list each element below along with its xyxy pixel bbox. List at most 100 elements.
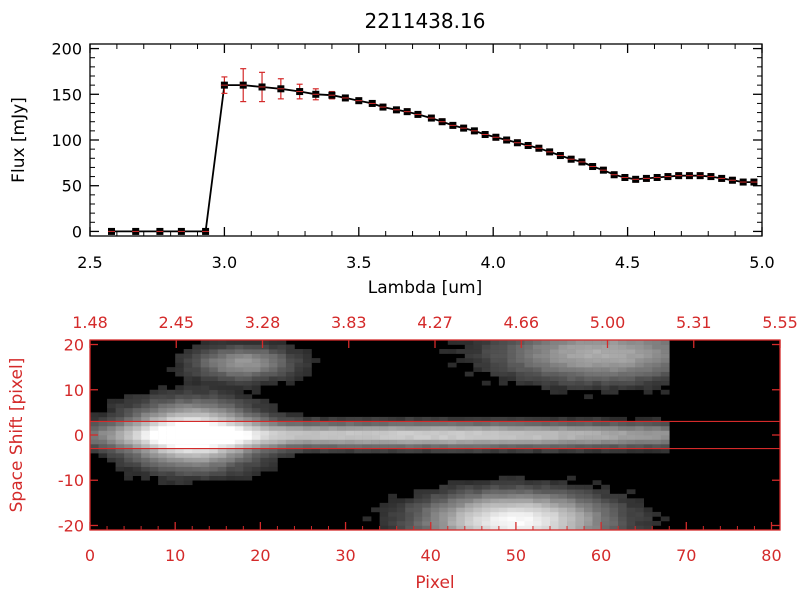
image-pixel (396, 444, 406, 449)
image-pixel (98, 453, 108, 458)
image-pixel (515, 480, 525, 486)
image-pixel (481, 502, 491, 508)
image-pixel (209, 349, 219, 354)
image-pixel (626, 448, 636, 454)
image-pixel (132, 471, 142, 477)
image-pixel (609, 349, 619, 354)
image-pixel (234, 435, 244, 440)
image-pixel (626, 498, 636, 504)
image-pixel (217, 471, 227, 477)
image-pixel (200, 376, 210, 382)
image-pixel (234, 389, 244, 395)
image-pixel (473, 520, 483, 526)
image-pixel (209, 394, 219, 400)
image-pixel (609, 507, 619, 513)
image-pixel (532, 507, 542, 513)
image-pixel (388, 435, 397, 440)
image-pixel (660, 362, 670, 368)
image-pixel (345, 448, 355, 454)
image-pixel (601, 358, 610, 363)
image-pixel (558, 416, 568, 422)
image-pixel (558, 493, 568, 499)
image-pixel (464, 507, 474, 513)
image-x-tick-label: 0 (85, 546, 95, 565)
image-pixel (379, 416, 389, 422)
image-pixel (660, 367, 670, 372)
image-pixel (584, 358, 593, 363)
image-pixel (635, 376, 645, 382)
image-pixel (132, 462, 142, 467)
image-pixel (473, 344, 483, 350)
image-pixel (481, 353, 491, 359)
image-pixel (515, 353, 525, 359)
image-pixel (294, 444, 304, 449)
image-pixel (464, 511, 474, 517)
image-pixel (192, 344, 202, 350)
image-pixel (294, 412, 304, 418)
image-pixel (584, 367, 593, 372)
image-pixel (260, 340, 270, 345)
image-pixel (447, 435, 457, 440)
image-y-tick-label: 0 (74, 426, 84, 445)
image-pixel (217, 425, 227, 431)
image-pixel (635, 498, 645, 504)
image-pixel (592, 525, 602, 531)
image-pixel (626, 507, 636, 513)
image-pixel (652, 362, 662, 368)
image-pixel (388, 448, 397, 454)
image-pixel (268, 421, 278, 427)
image-pixel (268, 412, 278, 418)
image-pixel (473, 362, 483, 368)
image-pixel (515, 525, 525, 531)
image-pixel (183, 475, 193, 481)
image-pixel (234, 421, 244, 427)
image-pixel (98, 448, 108, 454)
image-pixel (234, 457, 244, 463)
image-pixel (498, 340, 508, 345)
image-pixel (166, 416, 176, 422)
image-pixel (558, 439, 568, 445)
image-pixel (277, 412, 287, 418)
image-pixel (515, 349, 525, 354)
image-pixel (175, 412, 185, 418)
image-pixel (541, 430, 551, 436)
image-pixel (575, 353, 585, 359)
image-pixel (328, 444, 338, 449)
image-pixel (447, 448, 457, 454)
image-pixel (464, 421, 474, 427)
image-pixel (413, 448, 423, 454)
image-pixel (200, 466, 210, 472)
image-pixel (158, 389, 167, 395)
image-pixel (567, 507, 576, 513)
image-pixel (379, 439, 389, 445)
image-pixel (558, 511, 568, 517)
image-pixel (302, 362, 312, 368)
image-pixel (498, 353, 508, 359)
image-pixel (618, 430, 627, 436)
image-pixel (132, 394, 142, 400)
image-pixel (456, 489, 466, 495)
image-pixel (183, 398, 193, 404)
image-pixel (141, 453, 150, 458)
image-pixel (183, 358, 193, 363)
image-pixel (192, 367, 202, 372)
image-pixel (550, 516, 559, 522)
image-pixel (584, 507, 593, 513)
image-pixel (490, 430, 500, 436)
image-pixel (481, 425, 491, 431)
image-pixel (226, 425, 236, 431)
image-pixel (175, 453, 185, 458)
image-pixel (396, 430, 406, 436)
image-pixel (584, 516, 593, 522)
image-pixel (575, 430, 585, 436)
image-pixel (302, 349, 312, 354)
image-pixel (456, 516, 466, 522)
image-pixel (464, 416, 474, 422)
image-pixel (200, 425, 210, 431)
image-pixel (558, 502, 568, 508)
image-pixel (473, 349, 483, 354)
image-pixel (601, 502, 610, 508)
image-pixel (660, 371, 670, 377)
image-pixel (107, 430, 116, 436)
